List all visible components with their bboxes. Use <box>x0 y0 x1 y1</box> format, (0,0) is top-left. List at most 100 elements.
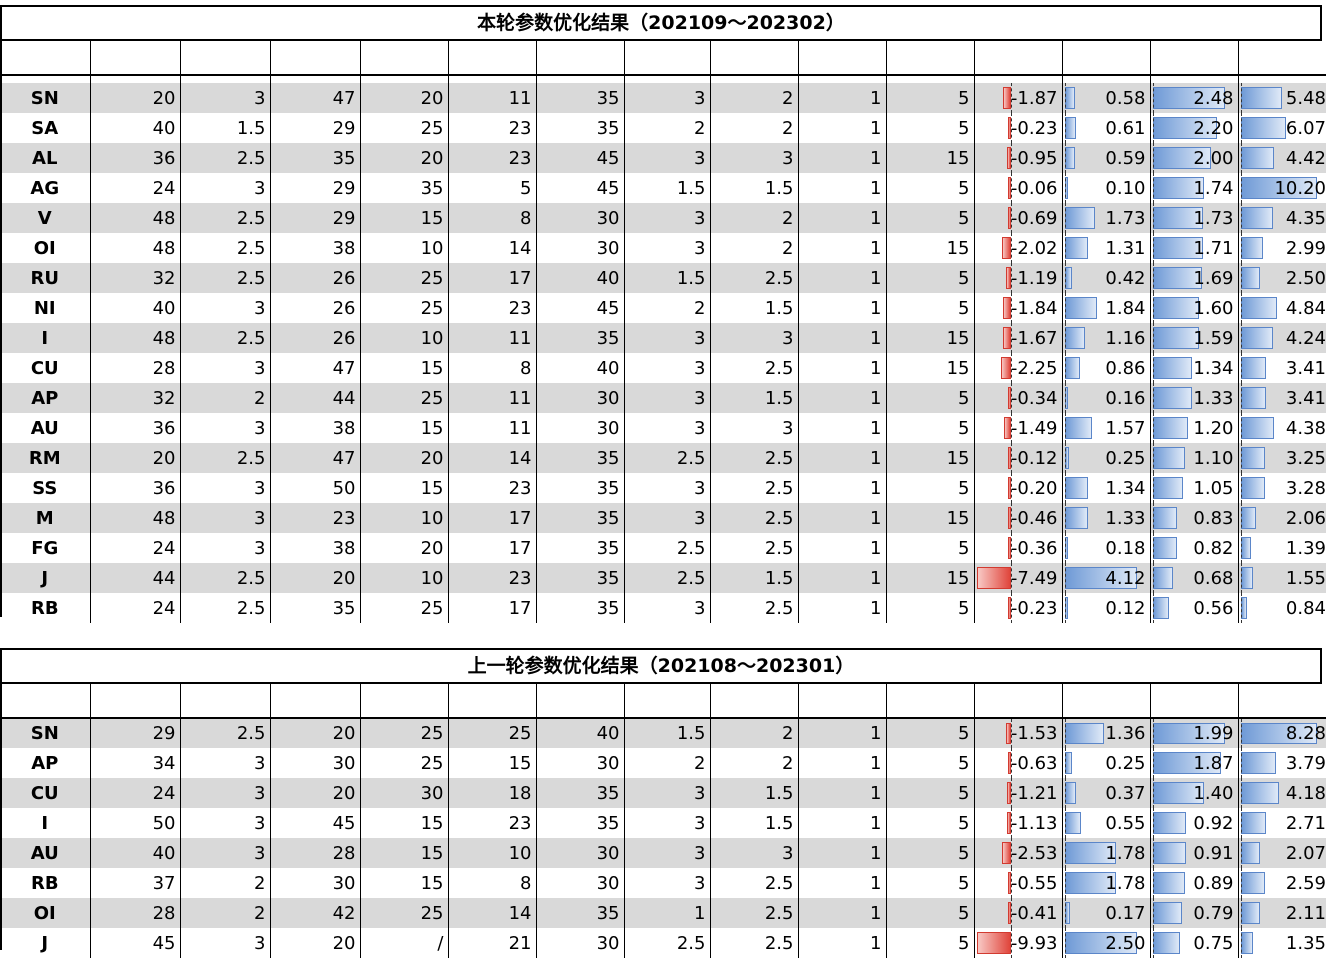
symbol-cell: RB <box>2 868 91 898</box>
column-header-sl-long <box>624 684 711 719</box>
symbol-cell: CU <box>2 353 91 383</box>
table-cell-sl-short: 2.5 <box>710 263 799 293</box>
cell-value: 4.35 <box>1285 207 1326 229</box>
column-header-slow-window <box>536 41 625 76</box>
data-bar-axis <box>1064 293 1066 323</box>
table-cell-win-long: 5 <box>886 203 975 233</box>
cell-value: -0.55 <box>1010 872 1058 894</box>
table-cell-sl-short: 1.5 <box>710 293 799 323</box>
symbol-cell: J <box>2 563 91 593</box>
cell-value: -2.53 <box>1010 842 1058 864</box>
table-cell-sharpe-ratio: 0.56 <box>1150 593 1239 623</box>
table-cell-win-short: 1 <box>798 383 887 413</box>
table-cell-max-ddpercent: -1.13 <box>974 808 1063 838</box>
table-cell-sharpe-ratio: 2.20 <box>1150 113 1239 143</box>
table-cell-fast-window: 8 <box>448 353 537 383</box>
table-cell-win-long: 5 <box>886 383 975 413</box>
negative-data-bar <box>1007 177 1011 199</box>
cell-value: -0.06 <box>1010 177 1058 199</box>
previous-results-title: 上一轮参数优化结果（202108～202301） <box>2 650 1320 684</box>
cell-value: 1.33 <box>1105 507 1146 529</box>
table-cell-rsi-signal: 25 <box>360 593 449 623</box>
current-results-table: SN 20 3 47 20 11 35 3 2 1 5 -1.87 0.58 2.48 5.48 SA 40 1.… <box>2 41 1326 623</box>
symbol-cell: SS <box>2 473 91 503</box>
table-cell-fast-window: 11 <box>448 383 537 413</box>
positive-data-bar <box>1240 932 1253 954</box>
cell-value: 0.17 <box>1105 902 1146 924</box>
table-cell-drawdown: 4.18 <box>1238 778 1326 808</box>
table-cell-boll-dev: 2 <box>180 383 271 413</box>
table-cell-sl-long: 1 <box>624 898 711 928</box>
table-cell-boll-dev: 3 <box>180 533 271 563</box>
negative-data-bar <box>1000 357 1011 379</box>
cell-value: -0.12 <box>1010 447 1058 469</box>
table-cell-rsi-signal: 25 <box>360 113 449 143</box>
table-cell-per-trade-charge: 2.50 <box>1062 928 1151 958</box>
positive-data-bar <box>1240 537 1251 559</box>
column-header-rsi-window <box>270 684 361 719</box>
table-cell-drawdown: 2.99 <box>1238 233 1326 263</box>
data-bar-axis <box>1240 503 1242 533</box>
positive-data-bar <box>1064 207 1095 229</box>
table-cell-rsi-window: 20 <box>270 928 361 958</box>
table-cell-per-trade-charge: 1.73 <box>1062 203 1151 233</box>
data-bar-axis <box>1064 173 1066 203</box>
table-cell-win-short: 1 <box>798 173 887 203</box>
table-cell-sl-short: 1.5 <box>710 778 799 808</box>
positive-data-bar <box>1240 117 1286 139</box>
table-cell-sharpe-ratio: 1.87 <box>1150 748 1239 778</box>
cell-value: -0.20 <box>1010 477 1058 499</box>
table-cell-fast-window: 11 <box>448 413 537 443</box>
positive-data-bar <box>1152 327 1199 349</box>
negative-data-bar <box>1005 723 1011 744</box>
table-cell-max-ddpercent: -1.21 <box>974 778 1063 808</box>
positive-data-bar <box>1064 87 1075 109</box>
data-bar-axis <box>1152 473 1154 503</box>
table-cell-boll-dev: 3 <box>180 808 271 838</box>
table-cell-per-trade-charge: 1.78 <box>1062 868 1151 898</box>
table-cell-sl-short: 1.5 <box>710 808 799 838</box>
negative-data-bar <box>1005 267 1011 289</box>
table-cell-drawdown: 3.25 <box>1238 443 1326 473</box>
table-cell-sl-long: 3 <box>624 838 711 868</box>
symbol-cell: AU <box>2 413 91 443</box>
table-cell-win-short: 1 <box>798 898 887 928</box>
cell-value: -2.02 <box>1010 237 1058 259</box>
data-bar-axis <box>1240 323 1242 353</box>
data-bar-axis <box>1010 443 1012 473</box>
data-bar-axis <box>1152 233 1154 263</box>
positive-data-bar <box>1152 842 1186 864</box>
data-bar-axis <box>1240 233 1242 263</box>
cell-value: 4.84 <box>1285 297 1326 319</box>
table-cell-sl-short: 2.5 <box>710 473 799 503</box>
table-cell-win-short: 1 <box>798 263 887 293</box>
table-cell-boll-window: 40 <box>90 113 181 143</box>
table-cell-boll-window: 32 <box>90 383 181 413</box>
positive-data-bar <box>1240 147 1274 169</box>
cell-value: 0.42 <box>1105 267 1146 289</box>
symbol-cell: M <box>2 503 91 533</box>
data-bar-axis <box>1152 928 1154 958</box>
data-bar-axis <box>1010 533 1012 563</box>
table-cell-win-short: 1 <box>798 533 887 563</box>
cell-value: -2.25 <box>1010 357 1058 379</box>
table-cell-max-ddpercent: -1.67 <box>974 323 1063 353</box>
table-cell-win-long: 5 <box>886 413 975 443</box>
symbol-cell: AP <box>2 383 91 413</box>
table-cell-fast-window: 14 <box>448 233 537 263</box>
table-row: M 48 3 23 10 17 35 3 2.5 1 15 -0.46 1.33 0.83 2.06 <box>2 503 1326 533</box>
cell-value: 2.00 <box>1193 147 1234 169</box>
table-cell-rsi-window: 29 <box>270 113 361 143</box>
cell-value: 1.33 <box>1193 387 1234 409</box>
table-cell-max-ddpercent: -1.84 <box>974 293 1063 323</box>
table-cell-win-short: 1 <box>798 838 887 868</box>
column-header-win-short <box>798 41 887 76</box>
table-cell-sl-long: 2 <box>624 293 711 323</box>
table-cell-win-short: 1 <box>798 868 887 898</box>
positive-data-bar <box>1152 872 1185 894</box>
table-cell-fast-window: 10 <box>448 838 537 868</box>
table-cell-sharpe-ratio: 1.73 <box>1150 203 1239 233</box>
table-cell-fast-window: 14 <box>448 443 537 473</box>
table-cell-rsi-window: 47 <box>270 353 361 383</box>
table-cell-boll-dev: 3 <box>180 748 271 778</box>
